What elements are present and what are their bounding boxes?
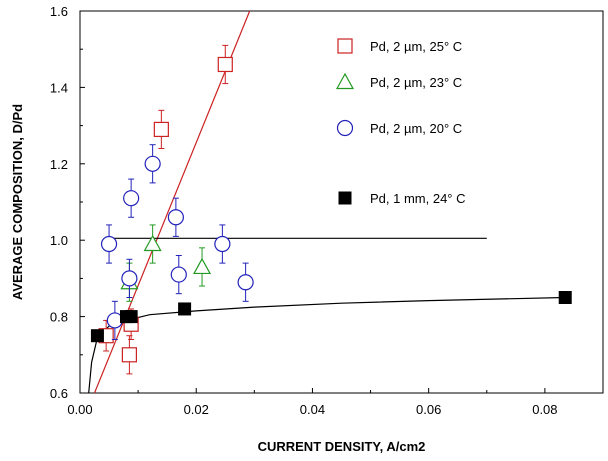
data-point: [121, 347, 137, 363]
y-tick-label: 0.6: [50, 386, 68, 401]
series-2: [100, 144, 254, 341]
legend-label: Pd, 1 mm, 24° C: [370, 191, 466, 206]
data-point: [170, 266, 187, 283]
data-point: [237, 274, 254, 291]
x-axis-title: CURRENT DENSITY, A/cm2: [258, 439, 426, 454]
y-tick-label: 1.6: [50, 4, 68, 19]
data-point: [121, 270, 138, 287]
data-point: [124, 310, 138, 324]
data-point: [153, 121, 169, 138]
x-axis: 0.00 0.02 0.04 0.06 0.08: [67, 388, 558, 417]
legend-marker: [338, 191, 352, 205]
legend-label: Pd, 2 µm, 23° C: [370, 75, 462, 90]
y-tick-label: 0.8: [50, 310, 68, 325]
x-tick-label: 0.04: [300, 402, 325, 417]
data-point: [167, 209, 184, 226]
data-point: [90, 329, 104, 343]
x-tick-label: 0.06: [416, 402, 441, 417]
data-point: [144, 155, 161, 172]
data-point: [143, 234, 162, 252]
data-point: [178, 302, 192, 316]
y-tick-label: 1.4: [50, 80, 68, 95]
fit-lines: [88, 10, 566, 394]
legend-marker: [337, 38, 353, 54]
legend-label: Pd, 2 µm, 25° C: [370, 39, 462, 54]
data-point: [100, 235, 118, 253]
series-1: [120, 224, 212, 302]
x-tick-label: 0.00: [67, 402, 92, 417]
y-axis: 0.6 0.8 1.0 1.2 1.4 1.6: [50, 4, 85, 401]
y-tick-label: 1.0: [50, 233, 68, 248]
saturation-curve-line: [88, 296, 566, 394]
y-tick-label: 1.2: [50, 157, 68, 172]
data-point: [217, 56, 233, 73]
legend-marker: [335, 72, 355, 90]
data-markers: [90, 44, 572, 375]
series-0: [98, 44, 233, 375]
legend-label: Pd, 2 µm, 20° C: [370, 121, 462, 136]
data-point: [558, 291, 572, 304]
data-point: [123, 190, 140, 207]
legend: Pd, 2 µm, 25° C Pd, 2 µm, 23° C Pd, 2 µm, …: [335, 38, 466, 206]
y-axis-title: AVERAGE COMPOSITION, D/Pd: [10, 104, 25, 300]
legend-marker: [336, 119, 354, 137]
data-point: [214, 235, 231, 253]
data-point: [193, 257, 212, 275]
x-tick-label: 0.02: [184, 402, 209, 417]
linear-fit-line: [93, 10, 251, 394]
series-3: [90, 291, 572, 343]
x-tick-label: 0.08: [532, 402, 557, 417]
